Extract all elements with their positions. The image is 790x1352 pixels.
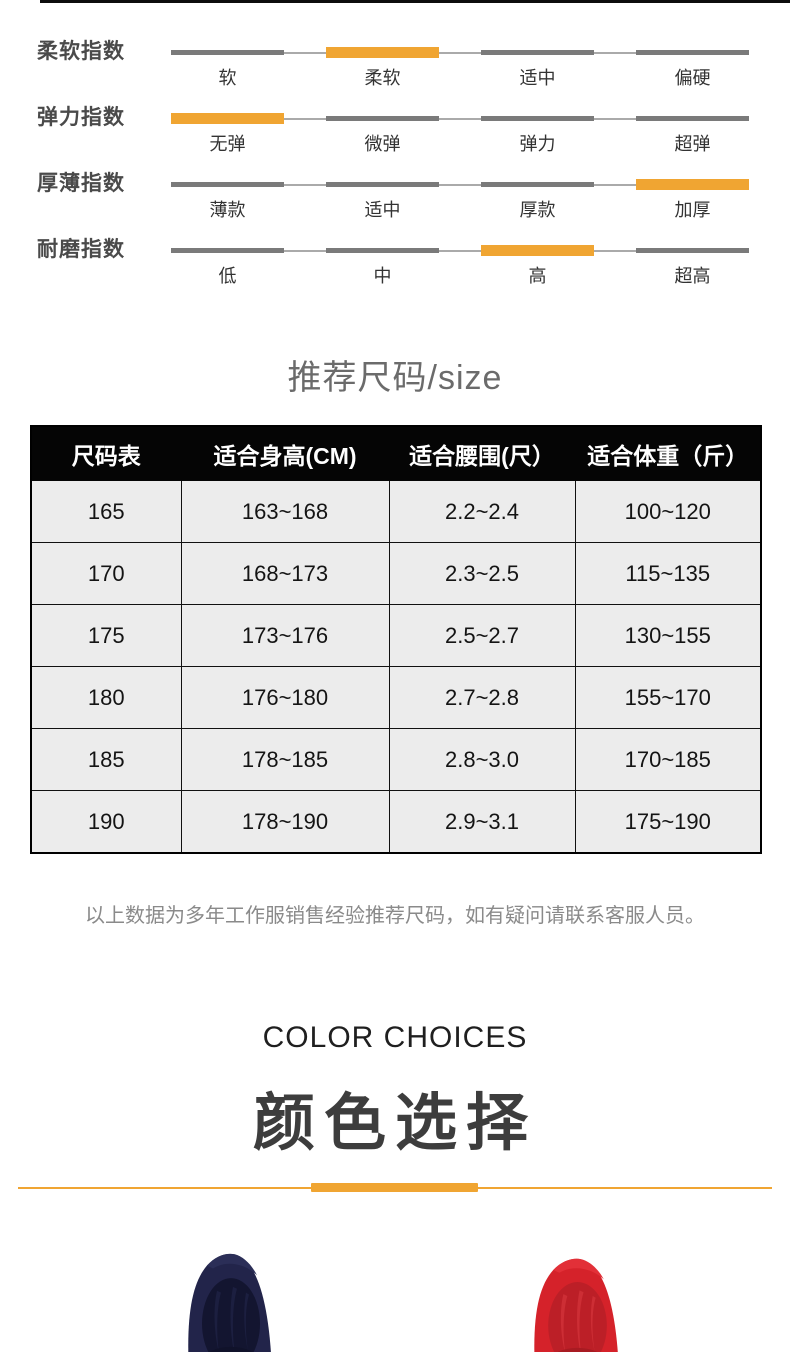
color-choices-title-en: COLOR CHOICES [262,1021,528,1054]
table-header-cell: 适合身高(CM) [180,425,390,481]
index-row-elasticity: 弹力指数 无弹 微弹 弹力 超弹 [0,86,790,154]
table-cell: 155~170 [574,666,762,729]
table-row: 190 178~190 2.9~3.1 175~190 [30,790,762,854]
table-row: 165 163~168 2.2~2.4 100~120 [30,480,762,543]
index-segment [481,50,594,55]
table-row: 175 173~176 2.5~2.7 130~155 [30,604,762,667]
index-option-label: 适中 [519,68,556,88]
index-track: 薄款 适中 厚款 加厚 [171,152,749,220]
table-cell: 168~173 [180,542,390,605]
index-row-thickness: 厚薄指数 薄款 适中 厚款 加厚 [0,152,790,220]
index-section: 柔软指数 软 柔软 适中 偏硬 弹力指数 无弹 [0,20,790,286]
index-segment [636,248,749,253]
table-cell: 180 [30,666,182,729]
table-cell: 190 [30,790,182,854]
table-cell: 170~185 [574,728,762,791]
index-segment [171,182,284,187]
navy-hood-image [188,1253,271,1352]
index-segment [326,248,439,253]
index-option-label: 高 [528,266,547,286]
table-cell: 115~135 [574,542,762,605]
table-cell: 2.3~2.5 [388,542,576,605]
size-table: 尺码表 适合身高(CM) 适合腰围(尺） 适合体重（斤） 165 163~168… [30,425,762,854]
table-cell: 2.2~2.4 [388,480,576,543]
index-option-label: 软 [218,68,237,88]
table-cell: 163~168 [180,480,390,543]
track-line [171,118,747,120]
track-line [171,184,747,186]
size-section-title: 推荐尺码/size [287,359,503,397]
table-cell: 2.8~3.0 [388,728,576,791]
index-row-label: 柔软指数 [37,40,125,63]
index-option-label: 加厚 [674,200,711,220]
index-option-label: 中 [373,266,392,286]
table-header-cell: 尺码表 [30,425,182,481]
index-option-label: 超弹 [674,134,711,154]
table-cell: 175 [30,604,182,667]
index-segment-selected [171,113,284,124]
table-header-cell: 适合体重（斤） [574,425,762,481]
table-row: 170 168~173 2.3~2.5 115~135 [30,542,762,605]
table-cell: 2.5~2.7 [388,604,576,667]
index-option-label: 微弹 [364,134,401,154]
table-cell: 176~180 [180,666,390,729]
index-row-label: 厚薄指数 [37,172,125,195]
red-hood-image [534,1258,618,1352]
index-track: 无弹 微弹 弹力 超弹 [171,86,749,154]
divider-accent-bar [311,1183,478,1192]
index-segment [636,116,749,121]
index-track: 低 中 高 超高 [171,218,749,286]
table-cell: 175~190 [574,790,762,854]
size-table-header-row: 尺码表 适合身高(CM) 适合腰围(尺） 适合体重（斤） [30,425,762,481]
index-segment [326,182,439,187]
index-option-label: 柔软 [364,68,401,88]
index-row-durability: 耐磨指数 低 中 高 超高 [0,218,790,286]
index-option-label: 厚款 [519,200,556,220]
index-segment [481,116,594,121]
table-cell: 173~176 [180,604,390,667]
index-segment [171,248,284,253]
table-cell: 165 [30,480,182,543]
top-border-line [40,0,790,3]
index-option-label: 薄款 [209,200,246,220]
index-track: 软 柔软 适中 偏硬 [171,20,749,88]
index-option-label: 无弹 [209,134,246,154]
table-cell: 178~185 [180,728,390,791]
table-cell: 100~120 [574,480,762,543]
table-row: 180 176~180 2.7~2.8 155~170 [30,666,762,729]
index-segment [481,182,594,187]
table-cell: 170 [30,542,182,605]
table-cell: 2.9~3.1 [388,790,576,854]
index-segment [171,50,284,55]
table-cell: 185 [30,728,182,791]
index-segment-selected [636,179,749,190]
index-option-label: 适中 [364,200,401,220]
index-row-label: 耐磨指数 [37,238,125,261]
table-cell: 130~155 [574,604,762,667]
index-option-label: 超高 [674,266,711,286]
index-segment-selected [326,47,439,58]
track-line [171,250,747,252]
index-row-softness: 柔软指数 软 柔软 适中 偏硬 [0,20,790,88]
index-option-label: 偏硬 [674,68,711,88]
index-segment-selected [481,245,594,256]
table-cell: 178~190 [180,790,390,854]
table-row: 185 178~185 2.8~3.0 170~185 [30,728,762,791]
color-choices-title-zh: 颜色选择 [252,1089,537,1158]
table-header-cell: 适合腰围(尺） [388,425,576,481]
index-segment [326,116,439,121]
track-line [171,52,747,54]
index-row-label: 弹力指数 [37,106,125,129]
index-option-label: 低 [218,266,237,286]
index-segment [636,50,749,55]
table-cell: 2.7~2.8 [388,666,576,729]
index-option-label: 弹力 [519,134,556,154]
size-note: 以上数据为多年工作服销售经验推荐尺码，如有疑问请联系客服人员。 [85,905,705,927]
